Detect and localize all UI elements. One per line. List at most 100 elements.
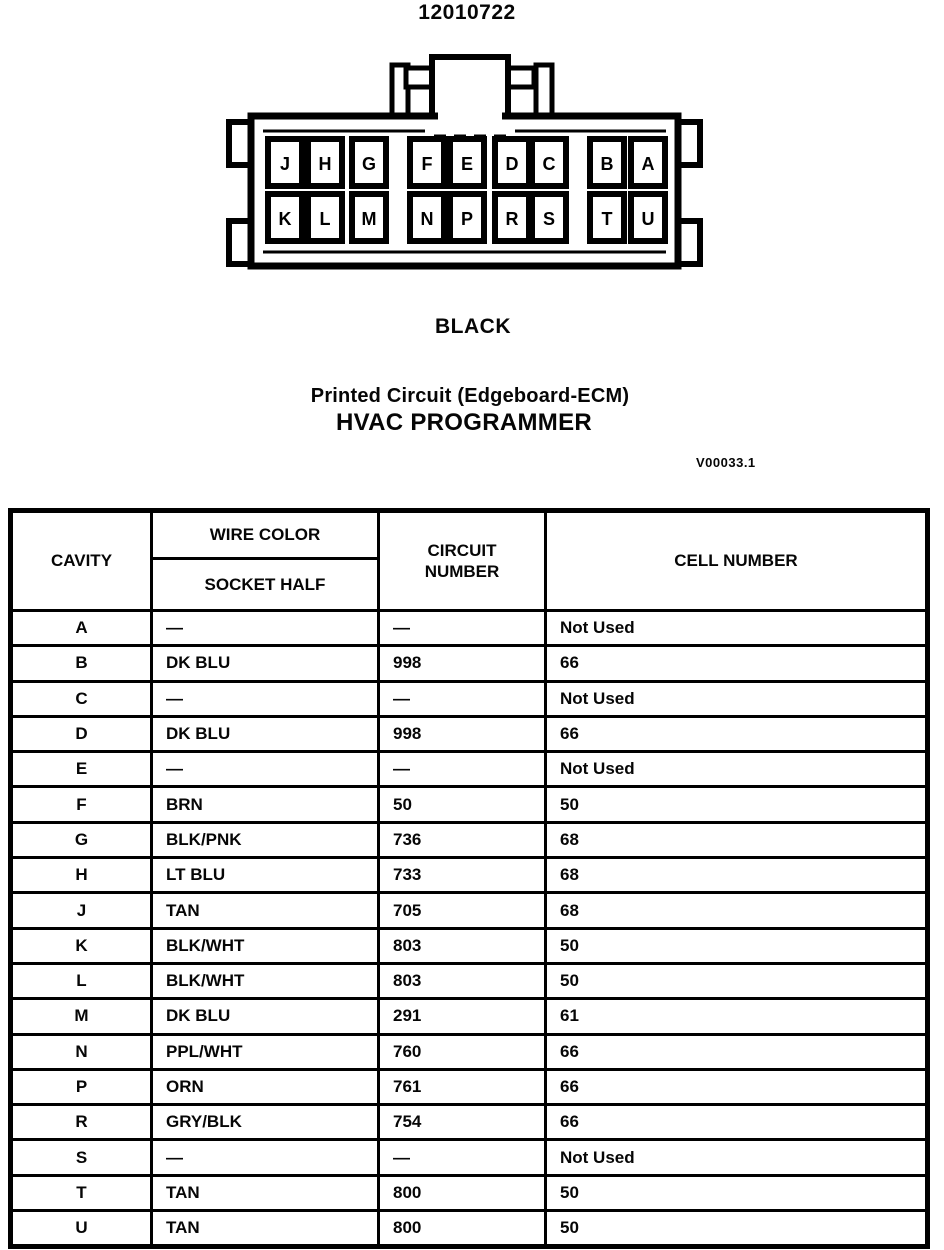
part-number: 12010722 xyxy=(418,1,516,24)
header-cavity: CAVITY xyxy=(13,513,153,609)
wire-color-cell: DK BLU xyxy=(153,647,380,680)
connector-pin-C: C xyxy=(529,136,569,189)
table-row: A — — Not Used xyxy=(13,612,925,648)
connector-pin-A: A xyxy=(628,136,668,189)
header-wire-color: WIRE COLOR xyxy=(153,513,377,560)
cell-number-cell: 66 xyxy=(560,1077,579,1096)
header-socket-half: SOCKET HALF xyxy=(204,574,326,594)
cavity-cell: F xyxy=(13,788,153,821)
table-row: F BRN 50 50 xyxy=(13,788,925,824)
wire-color-cell: DK BLU xyxy=(153,717,380,751)
circuit-number-cell: 803 xyxy=(380,929,547,962)
wire-color-cell: BLK/PNK xyxy=(153,823,380,857)
wire-color-cell: GRY/BLK xyxy=(153,1106,380,1139)
connector-pin-label: T xyxy=(602,209,613,229)
table-row: J TAN 705 68 xyxy=(13,894,925,930)
table-body: A — — Not Used B DK BLU 998 66 C — — Not Used D DK BL… xyxy=(13,612,925,1245)
table-row: S — — Not Used xyxy=(13,1141,925,1177)
connector-pin-L: L xyxy=(305,191,345,244)
table-row: M DK BLU 291 61 xyxy=(13,1000,925,1036)
cell-number-cell: 50 xyxy=(560,1218,579,1238)
connector-pin-label: U xyxy=(642,209,655,229)
pinout-table: CAVITY WIRE COLOR SOCKET HALF CIRCUIT NU… xyxy=(8,508,930,1250)
connector-pin-label: S xyxy=(543,209,555,229)
wire-color-cell: — xyxy=(153,612,380,645)
wire-color-cell: TAN xyxy=(153,1176,380,1210)
circuit-number-cell: 998 xyxy=(380,647,547,680)
table-row: D DK BLU 998 66 xyxy=(13,717,925,754)
connector-name-label: HVAC PROGRAMMER xyxy=(335,409,593,436)
connector-pin-label: A xyxy=(642,154,655,174)
table-row: P ORN 761 66 xyxy=(13,1070,925,1107)
circuit-number-cell: 291 xyxy=(380,1000,547,1033)
connector-pin-K: K xyxy=(265,191,305,244)
cavity-cell: G xyxy=(13,823,153,857)
header-wire-color-group: WIRE COLOR SOCKET HALF xyxy=(153,513,380,609)
circuit-number-cell: 760 xyxy=(380,1035,547,1068)
table-row: G BLK/PNK 736 68 xyxy=(13,823,925,860)
wire-color-cell: BRN xyxy=(153,788,380,821)
wire-color-cell: — xyxy=(153,682,380,715)
connector-pin-F: F xyxy=(407,136,447,189)
table-row: E — — Not Used xyxy=(13,753,925,789)
table-row: R GRY/BLK 754 66 xyxy=(13,1106,925,1142)
connector-pin-G: G xyxy=(349,136,389,189)
connector-diagram: J H G F E D C B A K L M N P R S T U xyxy=(226,54,703,270)
table-row: T TAN 800 50 xyxy=(13,1176,925,1213)
cavity-cell: K xyxy=(13,929,153,962)
circuit-number-cell: 736 xyxy=(380,823,547,857)
cell-number-cell: Not Used xyxy=(560,759,635,779)
circuit-number-cell: — xyxy=(380,682,547,715)
connector-pin-label: N xyxy=(421,209,434,229)
connector-pin-label: K xyxy=(279,209,292,229)
table-row: K BLK/WHT 803 50 xyxy=(13,929,925,965)
wire-color-cell: BLK/WHT xyxy=(153,929,380,962)
cell-number-cell: 68 xyxy=(560,900,579,920)
connector-pin-label: D xyxy=(506,154,519,174)
wire-color-cell: LT BLU xyxy=(153,859,380,892)
wire-color-cell: — xyxy=(153,1141,380,1174)
circuit-number-cell: 761 xyxy=(380,1070,547,1104)
connector-pin-U: U xyxy=(628,191,668,244)
circuit-number-cell: 800 xyxy=(380,1212,547,1245)
cell-number-cell: 50 xyxy=(560,794,579,814)
cell-number-cell: Not Used xyxy=(560,1147,635,1167)
connector-pin-B: B xyxy=(587,136,627,189)
connector-pin-label: P xyxy=(461,209,473,229)
cavity-cell: L xyxy=(13,964,153,998)
cavity-cell: T xyxy=(13,1176,153,1210)
cavity-cell: C xyxy=(13,682,153,715)
connector-pin-T: T xyxy=(587,191,627,244)
cell-number-cell: Not Used xyxy=(560,688,635,708)
circuit-number-cell: 998 xyxy=(380,717,547,751)
cell-number-cell: 66 xyxy=(560,724,579,744)
cavity-cell: D xyxy=(13,717,153,751)
cell-number-cell: 68 xyxy=(560,829,579,849)
cavity-cell: H xyxy=(13,859,153,892)
circuit-number-cell: 733 xyxy=(380,859,547,892)
connector-pin-label: C xyxy=(543,154,556,174)
connector-lock-post-right xyxy=(533,62,555,122)
circuit-number-cell: — xyxy=(380,612,547,645)
cell-number-cell: 66 xyxy=(560,653,579,673)
circuit-number-cell: 50 xyxy=(380,788,547,821)
connector-pin-label: F xyxy=(422,154,433,174)
figure-reference: V00033.1 xyxy=(696,455,756,470)
connector-pin-label: H xyxy=(319,154,332,174)
wire-color-cell: BLK/WHT xyxy=(153,964,380,998)
wire-color-cell: TAN xyxy=(153,894,380,927)
wire-color-cell: ORN xyxy=(153,1070,380,1104)
header-cell-number: CELL NUMBER xyxy=(674,551,798,570)
header-circuit-number: CIRCUIT NUMBER xyxy=(380,513,547,609)
connector-pin-D: D xyxy=(492,136,532,189)
table-row: H LT BLU 733 68 xyxy=(13,859,925,895)
table-header-row: CAVITY WIRE COLOR SOCKET HALF CIRCUIT NU… xyxy=(13,513,925,612)
cell-number-cell: Not Used xyxy=(560,618,635,638)
cell-number-cell: 50 xyxy=(560,971,579,991)
cell-number-cell: 66 xyxy=(560,1112,579,1132)
connector-pin-M: M xyxy=(349,191,389,244)
connector-pin-E: E xyxy=(447,136,487,189)
cell-number-cell: 66 xyxy=(560,1041,579,1061)
cavity-cell: P xyxy=(13,1070,153,1104)
table-row: N PPL/WHT 760 66 xyxy=(13,1035,925,1071)
